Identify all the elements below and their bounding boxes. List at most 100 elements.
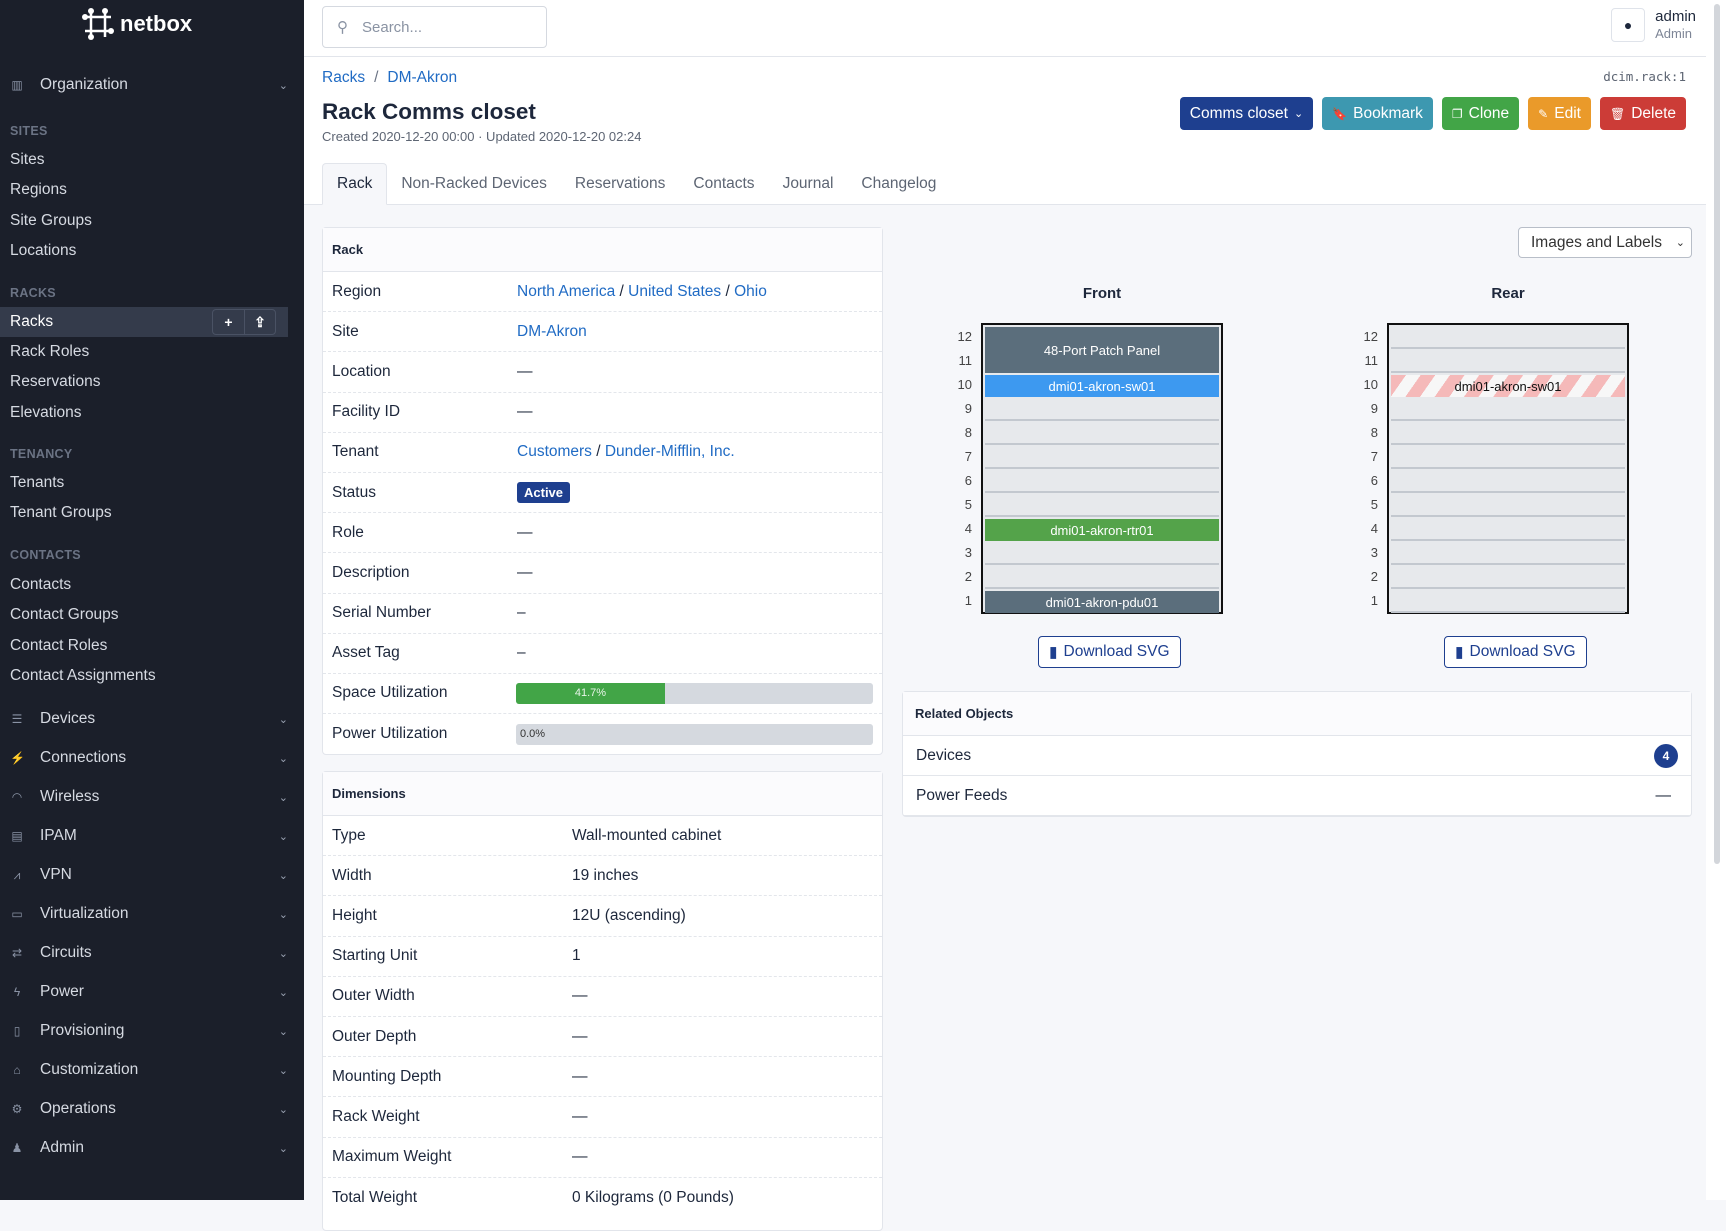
rack-unit-slot[interactable] (985, 543, 1219, 565)
rack-unit-slot[interactable] (1391, 471, 1625, 493)
rack-device-dmi01-akron-rtr01[interactable]: dmi01-akron-rtr01 (985, 519, 1219, 541)
rack-unit-slot[interactable] (985, 471, 1219, 493)
related-label[interactable]: Power Feeds (916, 786, 1008, 804)
tab-rack[interactable]: Rack (322, 163, 388, 205)
rack-unit-slot[interactable] (985, 495, 1219, 517)
import-icon[interactable]: ⇪ (244, 310, 275, 334)
sidebar-group-vpn[interactable]: ⩘ VPN ⌄ (10, 860, 288, 890)
sidebar-group-operations[interactable]: ⚙ Operations ⌄ (10, 1094, 288, 1124)
theme-toggle-lightbulb-icon[interactable]: ● (1611, 8, 1646, 42)
north-america-link[interactable]: North America (517, 282, 616, 300)
sidebar-item-regions[interactable]: Regions (10, 175, 288, 205)
dunder-mifflin-inc-link[interactable]: Dunder-Mifflin, Inc. (604, 443, 735, 461)
rack-unit-slot[interactable] (1391, 351, 1625, 373)
edit-button[interactable]: ✎ Edit (1528, 97, 1591, 130)
sidebar-group-label: Devices (40, 710, 96, 727)
file-download-icon: ▮ (1049, 643, 1058, 661)
tab-reservations[interactable]: Reservations (574, 175, 666, 192)
sidebar-group-wireless[interactable]: ◠ Wireless ⌄ (10, 782, 288, 812)
related-count-badge: — (1655, 786, 1672, 804)
netbox-logo[interactable]: netbox (82, 8, 192, 40)
tab-journal[interactable]: Journal (782, 175, 834, 192)
sidebar-item-contact-assignments[interactable]: Contact Assignments (10, 661, 288, 691)
rack-unit-slot[interactable] (1391, 447, 1625, 469)
rack-device-dmi01-akron-sw01[interactable]: dmi01-akron-sw01 (1391, 375, 1625, 397)
related-devices[interactable]: Devices 4 (903, 736, 1691, 777)
page-scrollbar[interactable] (1706, 0, 1726, 1200)
rack-unit-slot[interactable] (1391, 519, 1625, 541)
rack-unit-slot[interactable] (1391, 543, 1625, 565)
sidebar-group-ipam[interactable]: ▤ IPAM ⌄ (10, 821, 288, 851)
related-label[interactable]: Devices (916, 746, 972, 764)
customers-link[interactable]: Customers (517, 443, 592, 461)
rack-unit-slot[interactable] (1391, 423, 1625, 445)
rack-unit-slot[interactable] (1391, 567, 1625, 589)
sidebar-item-racks[interactable]: Racks + ⇪ (0, 307, 288, 337)
sidebar-group-admin[interactable]: ♟ Admin ⌄ (10, 1133, 288, 1163)
rack-unit-slot[interactable] (1391, 591, 1625, 613)
dm-akron-link[interactable]: DM-Akron (517, 322, 587, 340)
sidebar-group-devices[interactable]: ☰ Devices ⌄ (10, 704, 288, 734)
rack-device-dmi01-akron-sw01[interactable]: dmi01-akron-sw01 (985, 375, 1219, 397)
sidebar-item-locations[interactable]: Locations (10, 236, 288, 266)
unit-number: 7 (1370, 449, 1378, 464)
rear-download-svg-button[interactable]: ▮ Download SVG (1444, 636, 1587, 668)
breadcrumb-racks[interactable]: Racks (322, 69, 366, 86)
bookmark-icon: 🔖 (1332, 106, 1348, 121)
rack-unit-slot[interactable] (985, 399, 1219, 421)
users-icon: ♟ (11, 1141, 23, 1155)
sidebar-item-contact-groups[interactable]: Contact Groups (10, 600, 288, 630)
tab-non-racked-devices[interactable]: Non-Racked Devices (401, 175, 547, 192)
add-icon[interactable]: + (224, 314, 233, 330)
sidebar-group-circuits[interactable]: ⇄ Circuits ⌄ (10, 938, 288, 968)
sidebar-group-customization[interactable]: ⌂ Customization ⌄ (10, 1055, 288, 1085)
sidebar-item-tenant-groups[interactable]: Tenant Groups (10, 498, 288, 528)
elevation-view-select[interactable]: Images and Labels ⌄ (1518, 227, 1692, 258)
sidebar-item-contacts[interactable]: Contacts (10, 570, 288, 600)
rack-card-title: Rack (323, 228, 882, 272)
search-input[interactable]: ⚲ Search... (322, 6, 547, 48)
rack-unit-slot[interactable] (985, 567, 1219, 589)
rack-unit-slot[interactable] (1391, 399, 1625, 421)
rack-unit-slot[interactable] (985, 447, 1219, 469)
row-value: — (572, 1067, 588, 1085)
sidebar-item-site-groups[interactable]: Site Groups (10, 206, 288, 236)
delete-label: Delete (1631, 104, 1676, 122)
united-states-link[interactable]: United States (628, 282, 722, 300)
user-menu[interactable]: ● admin Admin (1611, 8, 1696, 42)
sidebar-group-organization[interactable]: ▥ Organization ⌄ (10, 70, 288, 100)
sidebar-item-sites[interactable]: Sites (10, 145, 288, 175)
tab-changelog[interactable]: Changelog (861, 175, 937, 192)
sidebar-group-virtualization[interactable]: ▭ Virtualization ⌄ (10, 899, 288, 929)
ohio-link[interactable]: Ohio (734, 282, 767, 300)
brand-name: netbox (120, 11, 193, 36)
front-download-svg-button[interactable]: ▮ Download SVG (1038, 636, 1181, 668)
sidebar-item-contact-roles[interactable]: Contact Roles (10, 631, 288, 661)
clone-button[interactable]: ❐ Clone (1441, 97, 1520, 130)
chevron-down-icon: ⌄ (278, 1025, 288, 1038)
front-elevation-label: Front (1082, 285, 1122, 302)
related-count-badge: 4 (1654, 743, 1678, 768)
related-power-feeds[interactable]: Power Feeds — (903, 776, 1691, 817)
dimensions-card-title: Dimensions (323, 772, 882, 816)
sidebar-item-elevations[interactable]: Elevations (10, 398, 288, 428)
sidebar-group-provisioning[interactable]: ▯ Provisioning ⌄ (10, 1016, 288, 1046)
sidebar-item-reservations[interactable]: Reservations (10, 367, 288, 397)
sidebar-group-connections[interactable]: ⚡ Connections ⌄ (10, 743, 288, 773)
bookmark-button[interactable]: 🔖 Bookmark (1322, 97, 1433, 130)
rack-device-dmi01-akron-pdu01[interactable]: dmi01-akron-pdu01 (985, 591, 1219, 613)
delete-button[interactable]: 🗑 Delete (1599, 97, 1686, 130)
tab-contacts[interactable]: Contacts (693, 175, 755, 192)
sidebar-item-rack-roles[interactable]: Rack Roles (10, 337, 288, 367)
sidebar-item-tenants[interactable]: Tenants (10, 468, 288, 498)
rack-unit-slot[interactable] (1391, 327, 1625, 349)
rack-unit-slot[interactable] (985, 423, 1219, 445)
rack-unit-slot[interactable] (1391, 495, 1625, 517)
comms-closet-button[interactable]: Comms closet ⌄ (1179, 97, 1314, 130)
unit-number: 3 (964, 545, 972, 560)
row-label-facility-id: Facility ID (332, 403, 401, 421)
rack-device-48-port-patch-panel[interactable]: 48-Port Patch Panel (985, 327, 1219, 373)
sidebar-group-power[interactable]: ϟ Power ⌄ (10, 977, 288, 1007)
breadcrumb-site[interactable]: DM-Akron (387, 69, 458, 86)
wifi-icon: ◠ (11, 790, 23, 804)
